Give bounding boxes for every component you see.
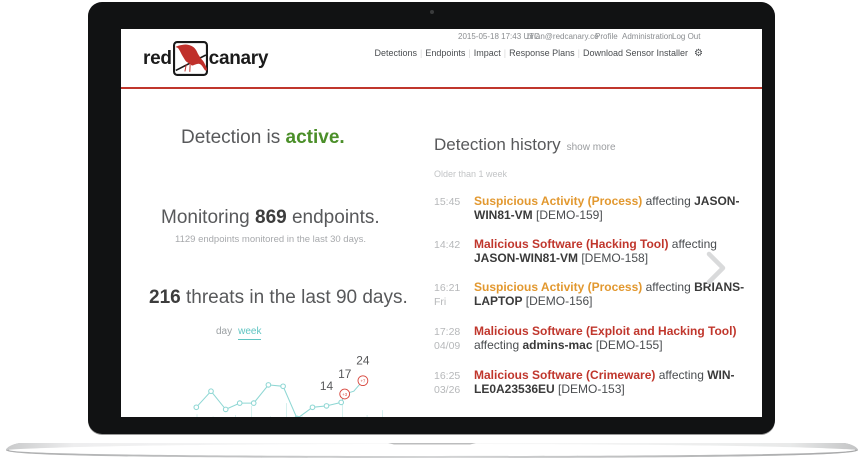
svg-text:+3: +3 (342, 392, 347, 397)
svg-text:14: 14 (320, 379, 334, 393)
svg-text:24: 24 (356, 354, 370, 368)
svg-text:+7: +7 (361, 378, 366, 383)
svg-text:17: 17 (338, 367, 352, 381)
